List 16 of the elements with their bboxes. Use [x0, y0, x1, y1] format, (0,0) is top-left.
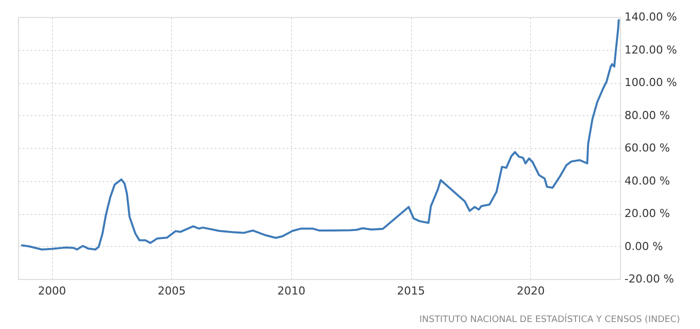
- y-tick-label: 0.00 %: [624, 240, 663, 253]
- y-tick-label: 60.00 %: [624, 142, 670, 154]
- line-series: [20, 18, 620, 251]
- x-tick-label: 2015: [397, 284, 426, 298]
- y-tick-label: 20.00 %: [624, 207, 670, 220]
- x-tick-label: 2020: [516, 284, 545, 298]
- y-tick-label: 100.00 %: [624, 76, 677, 89]
- y-tick-label: 120.00 %: [624, 43, 677, 56]
- x-tick-label: 2000: [38, 284, 66, 298]
- x-tick-label: 2010: [277, 284, 306, 298]
- y-tick-label: 140.00 %: [624, 10, 677, 24]
- y-tick-label: -20.00 %: [624, 272, 674, 286]
- x-tick-label: 2005: [158, 284, 186, 298]
- y-tick-label: 40.00 %: [624, 174, 670, 188]
- text: INSTITUTO NACIONAL DE ESTADÍSTICA Y CENSOS (INDEC): [419, 313, 680, 325]
- y-tick-label: 80.00 %: [624, 108, 670, 122]
